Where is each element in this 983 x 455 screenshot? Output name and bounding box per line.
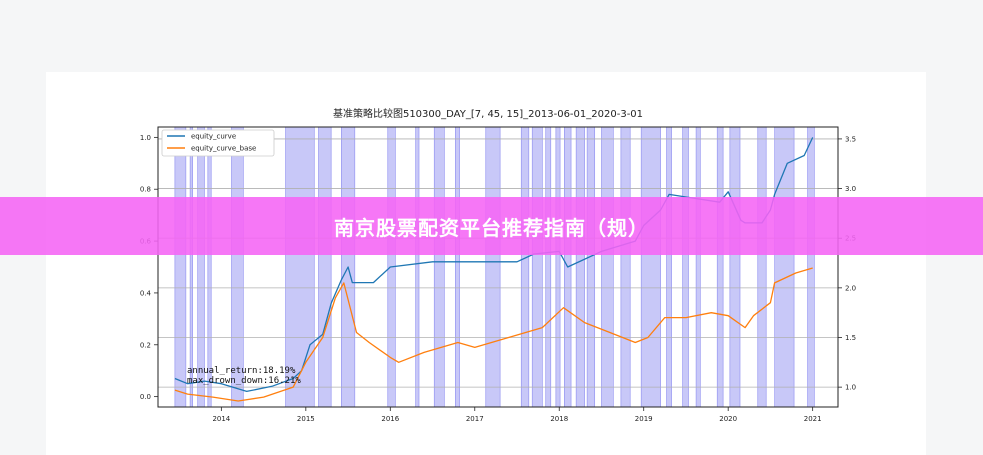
shaded-period-28 <box>757 126 767 408</box>
shaded-period-9 <box>415 126 420 408</box>
legend-label-equity-curve-base: equity_curve_base <box>191 145 256 153</box>
shaded-period-16 <box>555 126 561 408</box>
chart: 基准策略比较图510300_DAY_[7, 45, 15]_2013-06-01… <box>140 107 856 423</box>
shaded-period-14 <box>531 126 543 408</box>
y-left-tick-label-4: 0.8 <box>140 186 151 194</box>
x-tick-label-2: 2016 <box>381 415 399 423</box>
x-tick-label-1: 2015 <box>297 415 315 423</box>
annotation-max-drawdown: max_drown_down:16.21% <box>187 376 301 386</box>
legend-box <box>161 129 275 157</box>
series-line-equity-curve-base <box>174 267 813 402</box>
x-tick-label-5: 2019 <box>635 415 653 423</box>
shaded-period-26 <box>716 126 724 408</box>
chart-card: 基准策略比较图510300_DAY_[7, 45, 15]_2013-06-01… <box>46 72 926 455</box>
shaded-period-15 <box>545 126 552 408</box>
plot-frame <box>157 126 839 408</box>
legend: equity_curve equity_curve_base <box>161 129 275 157</box>
shaded-period-1 <box>189 126 193 408</box>
shaded-period-0 <box>174 126 187 408</box>
shaded-period-11 <box>455 126 460 408</box>
shaded-period-10 <box>433 126 445 408</box>
shaded-period-20 <box>601 126 614 408</box>
shaded-period-4 <box>231 126 244 408</box>
shaded-period-22 <box>640 126 661 408</box>
shaded-periods <box>174 126 815 408</box>
y-axis-left: 0.00.20.40.60.81.0 <box>140 134 158 401</box>
shaded-period-6 <box>318 126 332 408</box>
shaded-period-2 <box>197 126 205 408</box>
shaded-period-19 <box>586 126 596 408</box>
y-right-tick-label-4: 3.0 <box>845 185 856 193</box>
x-tick-label-0: 2014 <box>212 415 230 423</box>
shaded-period-30 <box>807 126 815 408</box>
x-axis: 2014 2015 2016 2017 2018 2019 2020 2021 <box>212 407 822 423</box>
y-left-tick-label-5: 1.0 <box>140 134 151 142</box>
y-left-tick-label-1: 0.2 <box>140 341 151 349</box>
shaded-period-3 <box>207 126 212 408</box>
y-right-tick-label-0: 1.0 <box>845 384 856 392</box>
legend-label-equity-curve: equity_curve <box>191 133 236 141</box>
promo-banner[interactable]: 南京股票配资平台推荐指南（规） <box>0 197 983 255</box>
y-right-tick-label-2: 2.0 <box>845 284 856 292</box>
shaded-period-5 <box>285 126 315 408</box>
chart-title: 基准策略比较图510300_DAY_[7, 45, 15]_2013-06-01… <box>333 107 643 120</box>
shaded-period-13 <box>520 126 530 408</box>
x-tick-label-7: 2021 <box>804 415 822 423</box>
shaded-period-27 <box>729 126 741 408</box>
shaded-period-18 <box>575 126 585 408</box>
x-tick-label-6: 2020 <box>719 415 737 423</box>
shaded-period-24 <box>682 126 689 408</box>
shaded-period-23 <box>666 126 672 408</box>
y-left-tick-label-2: 0.4 <box>140 289 152 297</box>
x-tick-label-4: 2018 <box>550 415 568 423</box>
x-tick-label-3: 2017 <box>466 415 484 423</box>
shaded-period-21 <box>620 126 631 408</box>
shaded-period-25 <box>695 126 701 408</box>
y-right-tick-label-5: 3.5 <box>845 135 856 143</box>
y-axis-right: 1.01.52.02.53.03.5 <box>838 135 856 392</box>
banner-title: 南京股票配资平台推荐指南（规） <box>334 215 649 240</box>
y-left-tick-label-0: 0.0 <box>140 393 151 401</box>
y-right-tick-label-1: 1.5 <box>845 334 856 342</box>
annotation-annual-return: annual_return:18.19% <box>187 366 296 376</box>
shaded-period-12 <box>485 126 501 408</box>
